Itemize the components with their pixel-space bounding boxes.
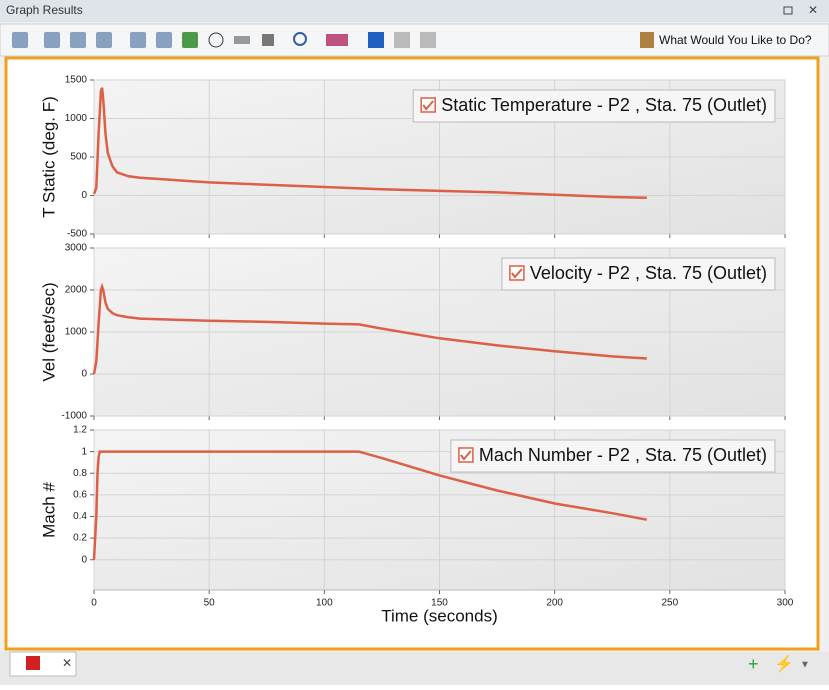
legend: Velocity - P2 , Sta. 75 (Outlet) (501, 257, 776, 291)
tool-button[interactable] (96, 32, 112, 48)
tool-button[interactable] (156, 32, 172, 48)
x-tick-label: 150 (431, 598, 448, 609)
y-axis-label: Mach # (39, 482, 58, 538)
y-tick-label: 1 (81, 446, 87, 457)
y-axis-label: Vel (feet/sec) (39, 282, 58, 381)
y-tick-label: 1.2 (73, 425, 87, 436)
tab-bar (0, 652, 829, 685)
menu-button[interactable]: ▼ (800, 660, 810, 671)
y-tick-label: 0 (81, 554, 87, 565)
title-bar (0, 0, 829, 22)
tool-button[interactable] (262, 34, 274, 46)
legend-box (412, 89, 776, 123)
y-tick-label: -500 (67, 229, 87, 240)
tab-close[interactable]: ✕ (62, 656, 72, 670)
tool-button[interactable] (368, 32, 384, 48)
close-button[interactable]: ✕ (808, 3, 818, 17)
y-tick-label: 0 (81, 190, 87, 201)
legend-box (450, 439, 776, 473)
x-axis-label: Time (seconds) (381, 606, 498, 625)
tab-icon (26, 656, 40, 670)
tool-button[interactable] (12, 32, 28, 48)
x-tick-label: 50 (204, 598, 216, 609)
tool-button[interactable] (326, 34, 348, 46)
restore-button[interactable] (783, 6, 793, 15)
legend-check (511, 268, 523, 279)
x-tick-label: 200 (546, 598, 563, 609)
window-title: Graph Results (6, 3, 83, 17)
legend-label: Mach Number - P2 , Sta. 75 (Outlet) (479, 445, 767, 465)
tool-button[interactable] (208, 32, 224, 48)
y-tick-label: 0.2 (73, 533, 87, 544)
legend-label: Velocity - P2 , Sta. 75 (Outlet) (530, 263, 767, 283)
legend: Mach Number - P2 , Sta. 75 (Outlet) (450, 439, 776, 473)
add-button[interactable]: + (748, 654, 759, 674)
tool-button[interactable] (182, 32, 198, 48)
legend-check (460, 450, 472, 461)
data-line (92, 282, 647, 375)
tool-button[interactable] (293, 32, 307, 46)
y-tick-label: 2000 (65, 285, 88, 296)
x-tick-label: 300 (777, 598, 794, 609)
y-tick-label: 3000 (65, 243, 88, 254)
assistant-link[interactable]: What Would You Like to Do? (659, 33, 812, 47)
tool-button[interactable] (420, 32, 436, 48)
y-tick-label: 0.6 (73, 490, 87, 501)
y-tick-label: 0 (81, 369, 87, 380)
tool-button[interactable] (44, 32, 60, 48)
y-tick-label: 1500 (65, 75, 88, 86)
legend-check (422, 100, 434, 111)
toolbar-icons (12, 32, 654, 48)
y-tick-label: 0.4 (73, 511, 87, 522)
data-line (92, 87, 647, 200)
legend: Static Temperature - P2 , Sta. 75 (Outle… (412, 89, 776, 123)
tool-button[interactable] (70, 32, 86, 48)
y-tick-label: 0.8 (73, 468, 87, 479)
tab[interactable] (9, 651, 77, 677)
run-button[interactable]: ⚡ (774, 654, 794, 673)
tool-button[interactable] (394, 32, 410, 48)
y-tick-label: 1000 (65, 113, 88, 124)
x-tick-label: 0 (91, 598, 97, 609)
y-tick-label: 500 (70, 152, 87, 163)
tool-button[interactable] (234, 36, 250, 44)
assistant-icon[interactable] (640, 32, 654, 48)
legend-label: Static Temperature - P2 , Sta. 75 (Outle… (441, 95, 767, 115)
tool-button[interactable] (130, 32, 146, 48)
y-tick-label: 1000 (65, 327, 88, 338)
x-tick-label: 100 (316, 598, 333, 609)
y-axis-label: T Static (deg. F) (39, 96, 58, 218)
y-tick-label: -1000 (61, 411, 87, 422)
data-line (92, 450, 648, 560)
x-tick-label: 250 (661, 598, 678, 609)
legend-box (501, 257, 776, 291)
